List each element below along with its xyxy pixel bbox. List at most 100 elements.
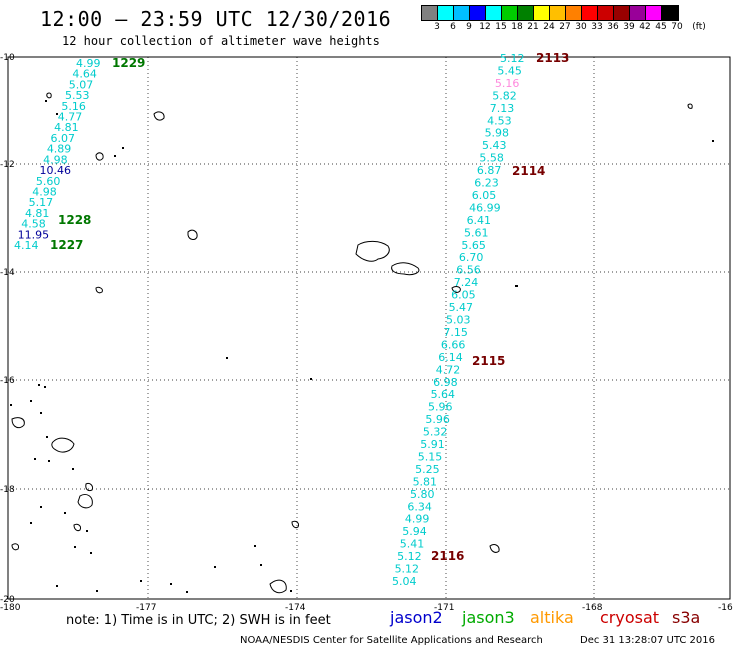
wave-height-value: 5.07 — [69, 78, 94, 91]
legend-label: 33 — [591, 22, 603, 32]
time-labels-left: 1229 1228 1227 — [50, 56, 145, 252]
wave-height-value: 5.12 — [500, 52, 525, 65]
wave-height-value: 5.80 — [410, 488, 435, 501]
wave-height-value: 4.64 — [72, 68, 97, 81]
legend-label: 45 — [655, 22, 667, 32]
island-c — [95, 152, 104, 161]
wave-height-value: 6.87 — [477, 164, 502, 177]
wave-height-value: 5.32 — [423, 426, 448, 439]
legend-swatch — [582, 6, 598, 20]
map-frame — [7, 56, 731, 600]
time-label: 2115 — [472, 354, 505, 368]
legend-swatch — [646, 6, 662, 20]
legend-label: 42 — [639, 22, 651, 32]
satellite-altika: altika — [530, 608, 574, 627]
legend-label: 24 — [543, 22, 555, 32]
wave-height-value: 6.23 — [474, 177, 499, 190]
wave-height-value: 5.94 — [402, 525, 427, 538]
wave-height-value: 5.81 — [413, 475, 438, 488]
legend-label: 15 — [495, 22, 507, 32]
legend-swatch — [614, 6, 630, 20]
legend-swatch — [550, 6, 566, 20]
time-label: 1228 — [58, 213, 91, 227]
legend-label: (ft) — [692, 22, 706, 32]
island-upolu — [355, 240, 390, 262]
island-k — [269, 579, 287, 594]
wave-height-value: 5.98 — [485, 127, 510, 140]
wave-height-value: 5.96 — [428, 401, 453, 414]
legend-swatch — [630, 6, 646, 20]
wave-height-value: 5.16 — [495, 77, 520, 90]
wave-height-value: 5.61 — [464, 226, 489, 239]
island-b — [153, 111, 165, 121]
satellite-s3a: s3a — [672, 608, 701, 627]
wave-height-value: 5.60 — [36, 175, 61, 188]
legend-swatch — [598, 6, 614, 20]
wave-height-value: 5.65 — [461, 239, 486, 252]
wave-height-value: 5.12 — [397, 550, 422, 563]
satellite-jason2: jason2 — [390, 608, 443, 627]
wave-height-value: 5.12 — [395, 563, 420, 576]
x-tick-label: -168 — [582, 603, 603, 613]
island-l — [489, 544, 500, 553]
island-h — [77, 493, 93, 509]
wave-height-value: 4.81 — [54, 121, 79, 134]
legend-swatch — [438, 6, 454, 20]
wave-height-value: 4.14 — [14, 239, 39, 252]
wave-height-value: 5.91 — [420, 438, 445, 451]
wave-height-value: 6.14 — [438, 351, 463, 364]
island-tutuila — [391, 262, 420, 276]
legend-label: 9 — [466, 22, 472, 32]
island-e — [95, 286, 103, 294]
legend-label: 6 — [450, 22, 456, 32]
wave-height-value: 6.05 — [472, 189, 497, 202]
legend-label: 18 — [511, 22, 523, 32]
wave-height-value: 5.47 — [449, 301, 474, 314]
island-p — [687, 103, 693, 109]
wave-height-value: 5.43 — [482, 139, 507, 152]
time-label: 2116 — [431, 549, 464, 563]
wave-height-value: 4.53 — [487, 114, 512, 127]
time-label: 1227 — [50, 238, 83, 252]
wave-height-value: 6.66 — [441, 338, 466, 351]
wave-height-value: 4.72 — [436, 363, 461, 376]
wave-height-value: 46.99 — [469, 201, 501, 214]
wave-height-value: 4.98 — [43, 153, 67, 166]
color-legend — [421, 5, 679, 21]
map-grid: -180 -177 -174 -171 -168 -16 -10 -12 -14 -16 -18 -2… — [0, 53, 733, 613]
wave-height-value: 5.25 — [415, 463, 440, 476]
island-d — [46, 92, 52, 99]
wave-height-value: 5.58 — [479, 152, 504, 165]
legend-label: 36 — [607, 22, 619, 32]
x-tick-label: -171 — [434, 603, 454, 613]
track-right: 5.125.455.165.827.134.535.985.435.586.87… — [392, 52, 525, 588]
legend-swatch — [454, 6, 470, 20]
time-label: 2114 — [512, 164, 545, 178]
wave-height-value: 4.58 — [21, 218, 46, 231]
legend-swatch — [534, 6, 550, 20]
wave-height-value: 6.07 — [50, 132, 75, 145]
generated-timestamp: Dec 31 13:28:07 UTC 2016 — [580, 635, 715, 646]
y-tick-label: -14 — [0, 268, 15, 278]
coastlines — [11, 92, 693, 594]
legend-label: 30 — [575, 22, 587, 32]
footer-note: note: 1) Time is in UTC; 2) SWH is in fe… — [66, 613, 331, 628]
legend-label: 70 — [671, 22, 683, 32]
wave-height-value: 4.81 — [25, 207, 50, 220]
wave-height-value: 4.99 — [405, 513, 430, 526]
wave-height-value: 5.04 — [392, 575, 417, 588]
time-label: 2113 — [536, 51, 569, 65]
island-o — [291, 520, 299, 529]
color-legend-labels: 3 6 9 12 15 18 21 24 27 30 33 36 39 42 45 70 (ft) — [421, 22, 740, 36]
wave-height-value: 6.05 — [451, 289, 476, 302]
satellite-jason3: jason3 — [462, 608, 515, 627]
wave-height-value: 5.53 — [65, 89, 90, 102]
legend-swatch — [518, 6, 534, 20]
wave-height-value: 5.82 — [492, 89, 517, 102]
legend-swatch — [486, 6, 502, 20]
wave-height-value: 5.03 — [446, 314, 471, 327]
island-n — [73, 523, 81, 532]
wave-height-value: 7.15 — [443, 326, 468, 339]
wave-height-value: 5.15 — [418, 450, 443, 463]
island-i — [85, 483, 93, 492]
